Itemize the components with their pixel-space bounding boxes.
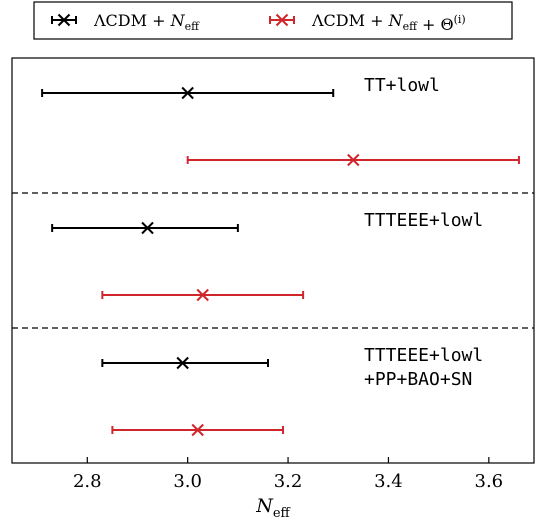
legend-label: ΛCDM + Neff + Θ(i) (311, 11, 466, 34)
x-tick-label: 3.0 (173, 471, 202, 492)
group-label: TT+lowl (364, 75, 440, 96)
legend-entry: ΛCDM + Neff + Θ(i) (269, 11, 466, 34)
data-point-marker (176, 356, 189, 370)
legend-label: ΛCDM + Neff (93, 11, 200, 33)
errorbar-point (101, 288, 305, 302)
group-label: +PP+BAO+SN (364, 369, 472, 390)
x-axis-label: Neff (255, 495, 291, 521)
errorbar-point (51, 221, 239, 235)
data-point-marker (191, 423, 204, 437)
plot-frame (11, 57, 535, 464)
x-tick-label: 2.8 (73, 471, 102, 492)
data-point-marker (181, 86, 194, 100)
legend-marker (275, 13, 289, 27)
errorbar-point (186, 153, 520, 167)
group-label: TTTEEE+lowl (364, 210, 483, 231)
legend-marker (57, 13, 71, 27)
errorbar-point (41, 86, 335, 100)
data-point-marker (347, 153, 360, 167)
x-tick-label: 3.6 (475, 471, 504, 492)
errorbar-point (111, 423, 285, 437)
x-tick-label: 3.2 (274, 471, 303, 492)
data-point-marker (196, 288, 209, 302)
errorbar-point (101, 356, 269, 370)
legend-entry: ΛCDM + Neff (51, 11, 200, 33)
legend: ΛCDM + Neff ΛCDM + Neff + Θ(i) (33, 1, 513, 40)
group-label: TTTEEE+lowl (364, 345, 483, 366)
x-tick-label: 3.4 (374, 471, 403, 492)
data-point-marker (141, 221, 154, 235)
